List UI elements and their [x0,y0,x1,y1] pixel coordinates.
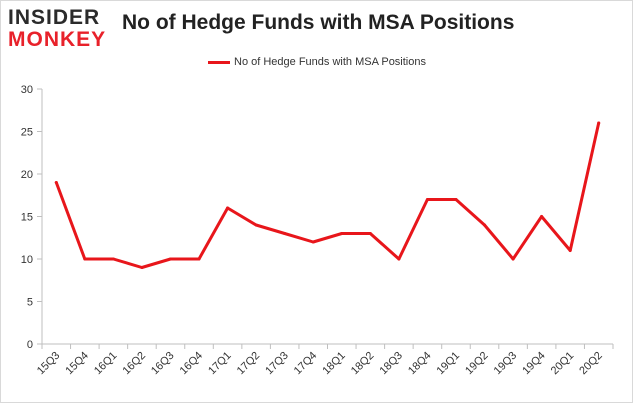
data-point [226,206,230,210]
x-tick-label: 19Q2 [463,350,491,378]
data-point [397,257,401,261]
x-tick-label: 18Q1 [320,350,348,378]
data-point [54,181,58,184]
x-tick-label: 15Q4 [63,350,91,378]
data-point [197,257,201,261]
x-tick-label: 15Q3 [35,350,63,378]
data-point [511,257,515,261]
data-point [311,240,315,244]
x-tick-label: 16Q4 [178,350,206,378]
series-line [54,121,601,269]
data-point [425,198,429,201]
data-point [454,198,458,201]
x-tick-label: 18Q4 [406,350,434,378]
x-tick-label: 16Q2 [121,350,149,378]
data-point [568,249,572,252]
data-point [140,266,144,269]
data-point [111,257,115,261]
x-tick-label: 20Q2 [577,350,605,378]
y-tick-label: 25 [21,127,33,139]
data-point [340,232,344,235]
x-tick-label: 20Q1 [549,350,577,378]
x-tick-label: 17Q4 [292,350,320,378]
x-tick-label: 19Q4 [520,350,548,378]
logo-line-2: MONKEY [8,28,107,51]
legend-swatch [208,60,230,64]
data-point [254,223,258,227]
x-tick-label: 16Q3 [149,350,177,378]
x-tick-label: 18Q2 [349,350,377,378]
x-tick-label: 19Q3 [492,350,520,378]
x-tick-label: 19Q1 [435,350,463,378]
x-tick-label: 16Q1 [92,350,120,378]
y-tick-label: 0 [27,339,33,351]
logo-line-1: INSIDER [8,6,101,29]
data-point [283,232,287,235]
legend-label: No of Hedge Funds with MSA Positions [234,56,426,68]
y-tick-label: 15 [21,212,33,224]
data-point [540,215,544,218]
data-point [483,223,487,227]
chart-legend: No of Hedge Funds with MSA Positions [208,54,426,70]
data-point [597,121,601,125]
data-point [83,257,87,261]
y-tick-label: 5 [27,297,33,309]
x-tick-label: 17Q2 [235,350,263,378]
x-tick-label: 17Q3 [263,350,291,378]
data-point [168,257,172,261]
data-point [368,232,372,235]
y-tick-label: 20 [21,169,33,181]
x-tick-label: 18Q3 [377,350,405,378]
x-tick-label: 17Q1 [206,350,234,378]
y-tick-label: 10 [21,254,33,266]
y-tick-label: 30 [21,84,33,96]
insider-monkey-logo: INSIDER MONKEY [8,6,118,52]
chart-title: No of Hedge Funds with MSA Positions [122,11,515,34]
